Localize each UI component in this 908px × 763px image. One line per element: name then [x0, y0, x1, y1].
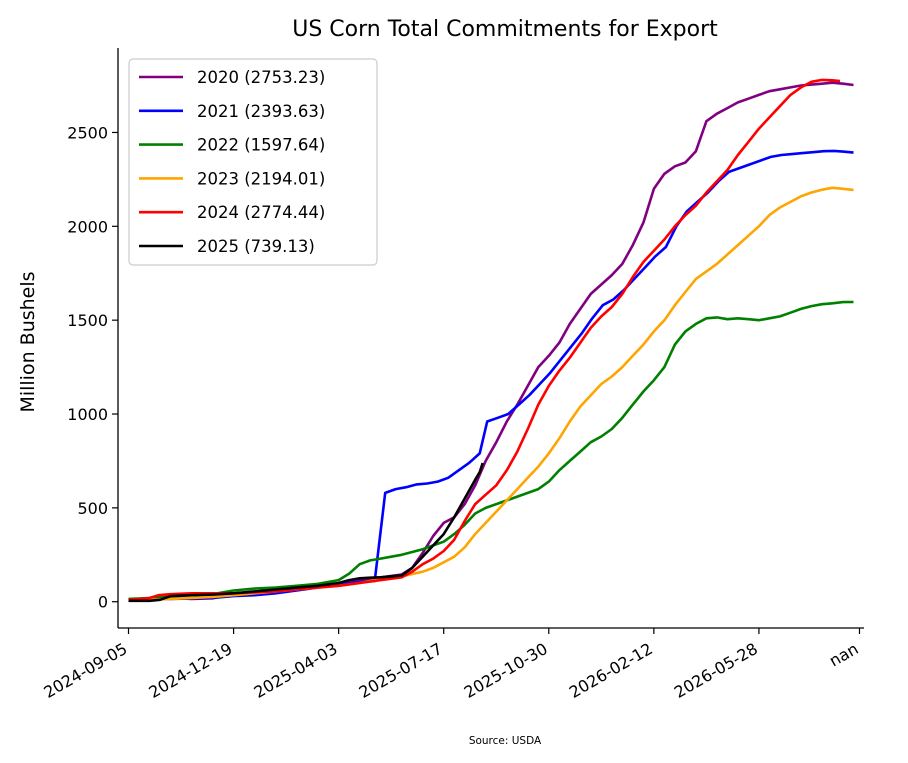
y-tick-label: 2000 — [67, 217, 108, 236]
series-line-5 — [128, 462, 484, 603]
y-tick-label: 0 — [98, 593, 108, 612]
x-tick-label: 2024-09-05 — [40, 639, 130, 702]
legend-entry: 2021 (2393.63) — [197, 102, 325, 121]
x-tick-label: 2025-07-17 — [356, 639, 446, 702]
legend-entry: 2025 (739.13) — [197, 237, 315, 256]
x-tick-label: 2024-12-19 — [146, 639, 236, 702]
plot-area — [128, 78, 854, 603]
legend-box — [128, 58, 378, 266]
x-tick-label: 2025-10-30 — [461, 639, 551, 702]
legend-entry: 2023 (2194.01) — [197, 169, 325, 188]
y-tick-label: 1500 — [67, 311, 108, 330]
x-tick-label: nan — [826, 639, 862, 671]
source-note: Source: USDA — [469, 735, 542, 747]
chart-title: US Corn Total Commitments for Export — [292, 17, 718, 42]
y-axis-label: Million Bushels — [17, 271, 39, 412]
x-tick-label: 2026-02-12 — [566, 639, 656, 702]
legend-entry: 2020 (2753.23) — [197, 68, 325, 87]
series-line-2 — [128, 300, 854, 601]
series-line-4 — [128, 78, 841, 602]
y-tick-label: 1000 — [67, 405, 108, 424]
legend-entry: 2022 (1597.64) — [197, 136, 325, 155]
x-tick-label: 2025-04-03 — [251, 639, 341, 702]
y-tick-label: 2500 — [67, 123, 108, 142]
y-tick-label: 500 — [77, 499, 108, 518]
legend: 2020 (2753.23) 2021 (2393.63) 2022 (1597.6… — [128, 58, 378, 266]
x-tick-label: 2026-05-28 — [671, 639, 761, 702]
legend-entry: 2024 (2774.44) — [197, 203, 325, 222]
